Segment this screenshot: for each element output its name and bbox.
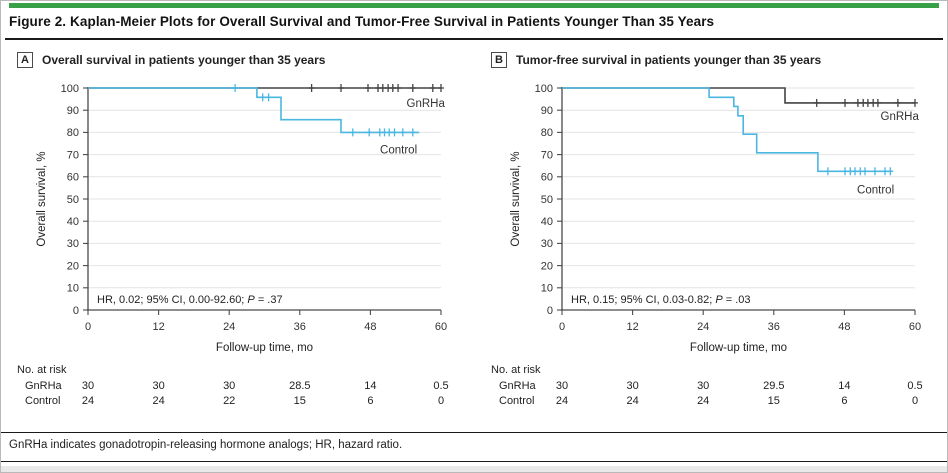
title-divider [5, 38, 943, 40]
series-label-control: Control [857, 184, 894, 196]
y-tick-label: 90 [67, 105, 79, 117]
at-risk-row-label: GnRHa [25, 380, 63, 392]
panel-b-title: Tumor-free survival in patients younger … [516, 53, 822, 67]
y-tick-label: 100 [535, 83, 553, 95]
series-label-control: Control [380, 145, 417, 157]
y-axis-label: Overall survival, % [510, 151, 522, 246]
at-risk-value: 24 [152, 395, 164, 407]
accent-bar [9, 3, 939, 8]
series-label-gnrha: GnRHa [881, 111, 920, 123]
at-risk-value: 0 [912, 395, 918, 407]
y-tick-label: 20 [67, 260, 79, 272]
series-label-gnrha: GnRHa [407, 98, 446, 110]
at-risk-row-label: Control [25, 395, 60, 407]
panel-b-label: B [491, 52, 507, 68]
y-tick-label: 70 [67, 149, 79, 161]
bottom-strip [1, 466, 947, 472]
figure-footnote: GnRHa indicates gonadotropin-releasing h… [9, 439, 403, 451]
y-tick-label: 100 [61, 83, 79, 95]
x-tick-label: 12 [152, 321, 164, 333]
km-curve-control [88, 87, 420, 134]
panel-b: B Tumor-free survival in patients younge… [475, 47, 948, 413]
x-tick-label: 36 [768, 321, 780, 333]
at-risk-value: 6 [841, 395, 847, 407]
y-tick-label: 10 [67, 283, 79, 295]
x-tick-label: 0 [85, 321, 91, 333]
at-risk-value: 30 [223, 380, 235, 392]
x-tick-label: 24 [697, 321, 709, 333]
at-risk-value: 22 [223, 395, 235, 407]
panel-a-header: A Overall survival in patients younger t… [17, 51, 475, 69]
x-axis-label: Follow-up time, mo [216, 342, 313, 354]
x-tick-label: 48 [364, 321, 376, 333]
at-risk-value: 24 [697, 395, 709, 407]
x-tick-label: 60 [435, 321, 447, 333]
x-tick-label: 0 [559, 321, 565, 333]
y-tick-label: 30 [541, 238, 553, 250]
y-tick-label: 40 [541, 216, 553, 228]
y-axis-label: Overall survival, % [36, 151, 48, 246]
hr-annotation: HR, 0.02; 95% CI, 0.00-92.60; P = .37 [97, 294, 283, 306]
hr-annotation: HR, 0.15; 95% CI, 0.03-0.82; P = .03 [571, 294, 750, 306]
at-risk-value: 14 [364, 380, 376, 392]
x-axis-label: Follow-up time, mo [690, 342, 787, 354]
figure-title: Figure 2. Kaplan-Meier Plots for Overall… [9, 14, 715, 29]
at-risk-value: 0.5 [433, 380, 448, 392]
at-risk-row-label: GnRHa [499, 380, 537, 392]
y-tick-label: 20 [541, 260, 553, 272]
at-risk-value: 0.5 [907, 380, 922, 392]
panel-a-label: A [17, 52, 33, 68]
y-tick-label: 0 [73, 305, 79, 317]
footnote-divider [1, 432, 947, 433]
y-tick-label: 30 [67, 238, 79, 250]
km-curve-gnrha [562, 87, 915, 104]
at-risk-header: No. at risk [491, 364, 541, 376]
y-tick-label: 90 [541, 105, 553, 117]
km-chart-a-container: 0 10 20 30 40 50 60 70 80 90 100 0 12 24 36 48 60 Overall… [11, 71, 475, 413]
y-tick-label: 10 [541, 283, 553, 295]
bottom-divider [1, 461, 947, 462]
at-risk-value: 30 [152, 380, 164, 392]
at-risk-value: 24 [556, 395, 568, 407]
at-risk-value: 24 [82, 395, 94, 407]
panel-b-header: B Tumor-free survival in patients younge… [491, 51, 948, 69]
at-risk-value: 14 [838, 380, 850, 392]
at-risk-value: 15 [768, 395, 780, 407]
at-risk-value: 30 [556, 380, 568, 392]
y-tick-label: 60 [67, 172, 79, 184]
x-tick-label: 60 [909, 321, 921, 333]
y-tick-label: 80 [67, 127, 79, 139]
at-risk-value: 30 [626, 380, 638, 392]
at-risk-value: 30 [82, 380, 94, 392]
at-risk-value: 0 [438, 395, 444, 407]
panel-a-title: Overall survival in patients younger tha… [42, 53, 326, 67]
y-tick-label: 40 [67, 216, 79, 228]
at-risk-value: 15 [294, 395, 306, 407]
at-risk-value: 24 [626, 395, 638, 407]
y-tick-label: 0 [547, 305, 553, 317]
y-tick-label: 70 [541, 149, 553, 161]
km-curve-control [562, 87, 893, 173]
x-tick-label: 12 [626, 321, 638, 333]
at-risk-header: No. at risk [17, 364, 67, 376]
at-risk-value: 6 [367, 395, 373, 407]
x-tick-label: 36 [294, 321, 306, 333]
panel-a: A Overall survival in patients younger t… [1, 47, 475, 413]
at-risk-row-label: Control [499, 395, 534, 407]
at-risk-value: 29.5 [763, 380, 784, 392]
at-risk-value: 30 [697, 380, 709, 392]
km-chart-b-container: 0 10 20 30 40 50 60 70 80 90 100 0 12 24 36 48 60 Overall… [485, 71, 948, 413]
y-tick-label: 60 [541, 172, 553, 184]
x-tick-label: 48 [838, 321, 850, 333]
at-risk-value: 28.5 [289, 380, 310, 392]
y-tick-label: 80 [541, 127, 553, 139]
panels-row: A Overall survival in patients younger t… [1, 47, 948, 413]
y-tick-label: 50 [541, 194, 553, 206]
x-tick-label: 24 [223, 321, 235, 333]
y-tick-label: 50 [67, 194, 79, 206]
